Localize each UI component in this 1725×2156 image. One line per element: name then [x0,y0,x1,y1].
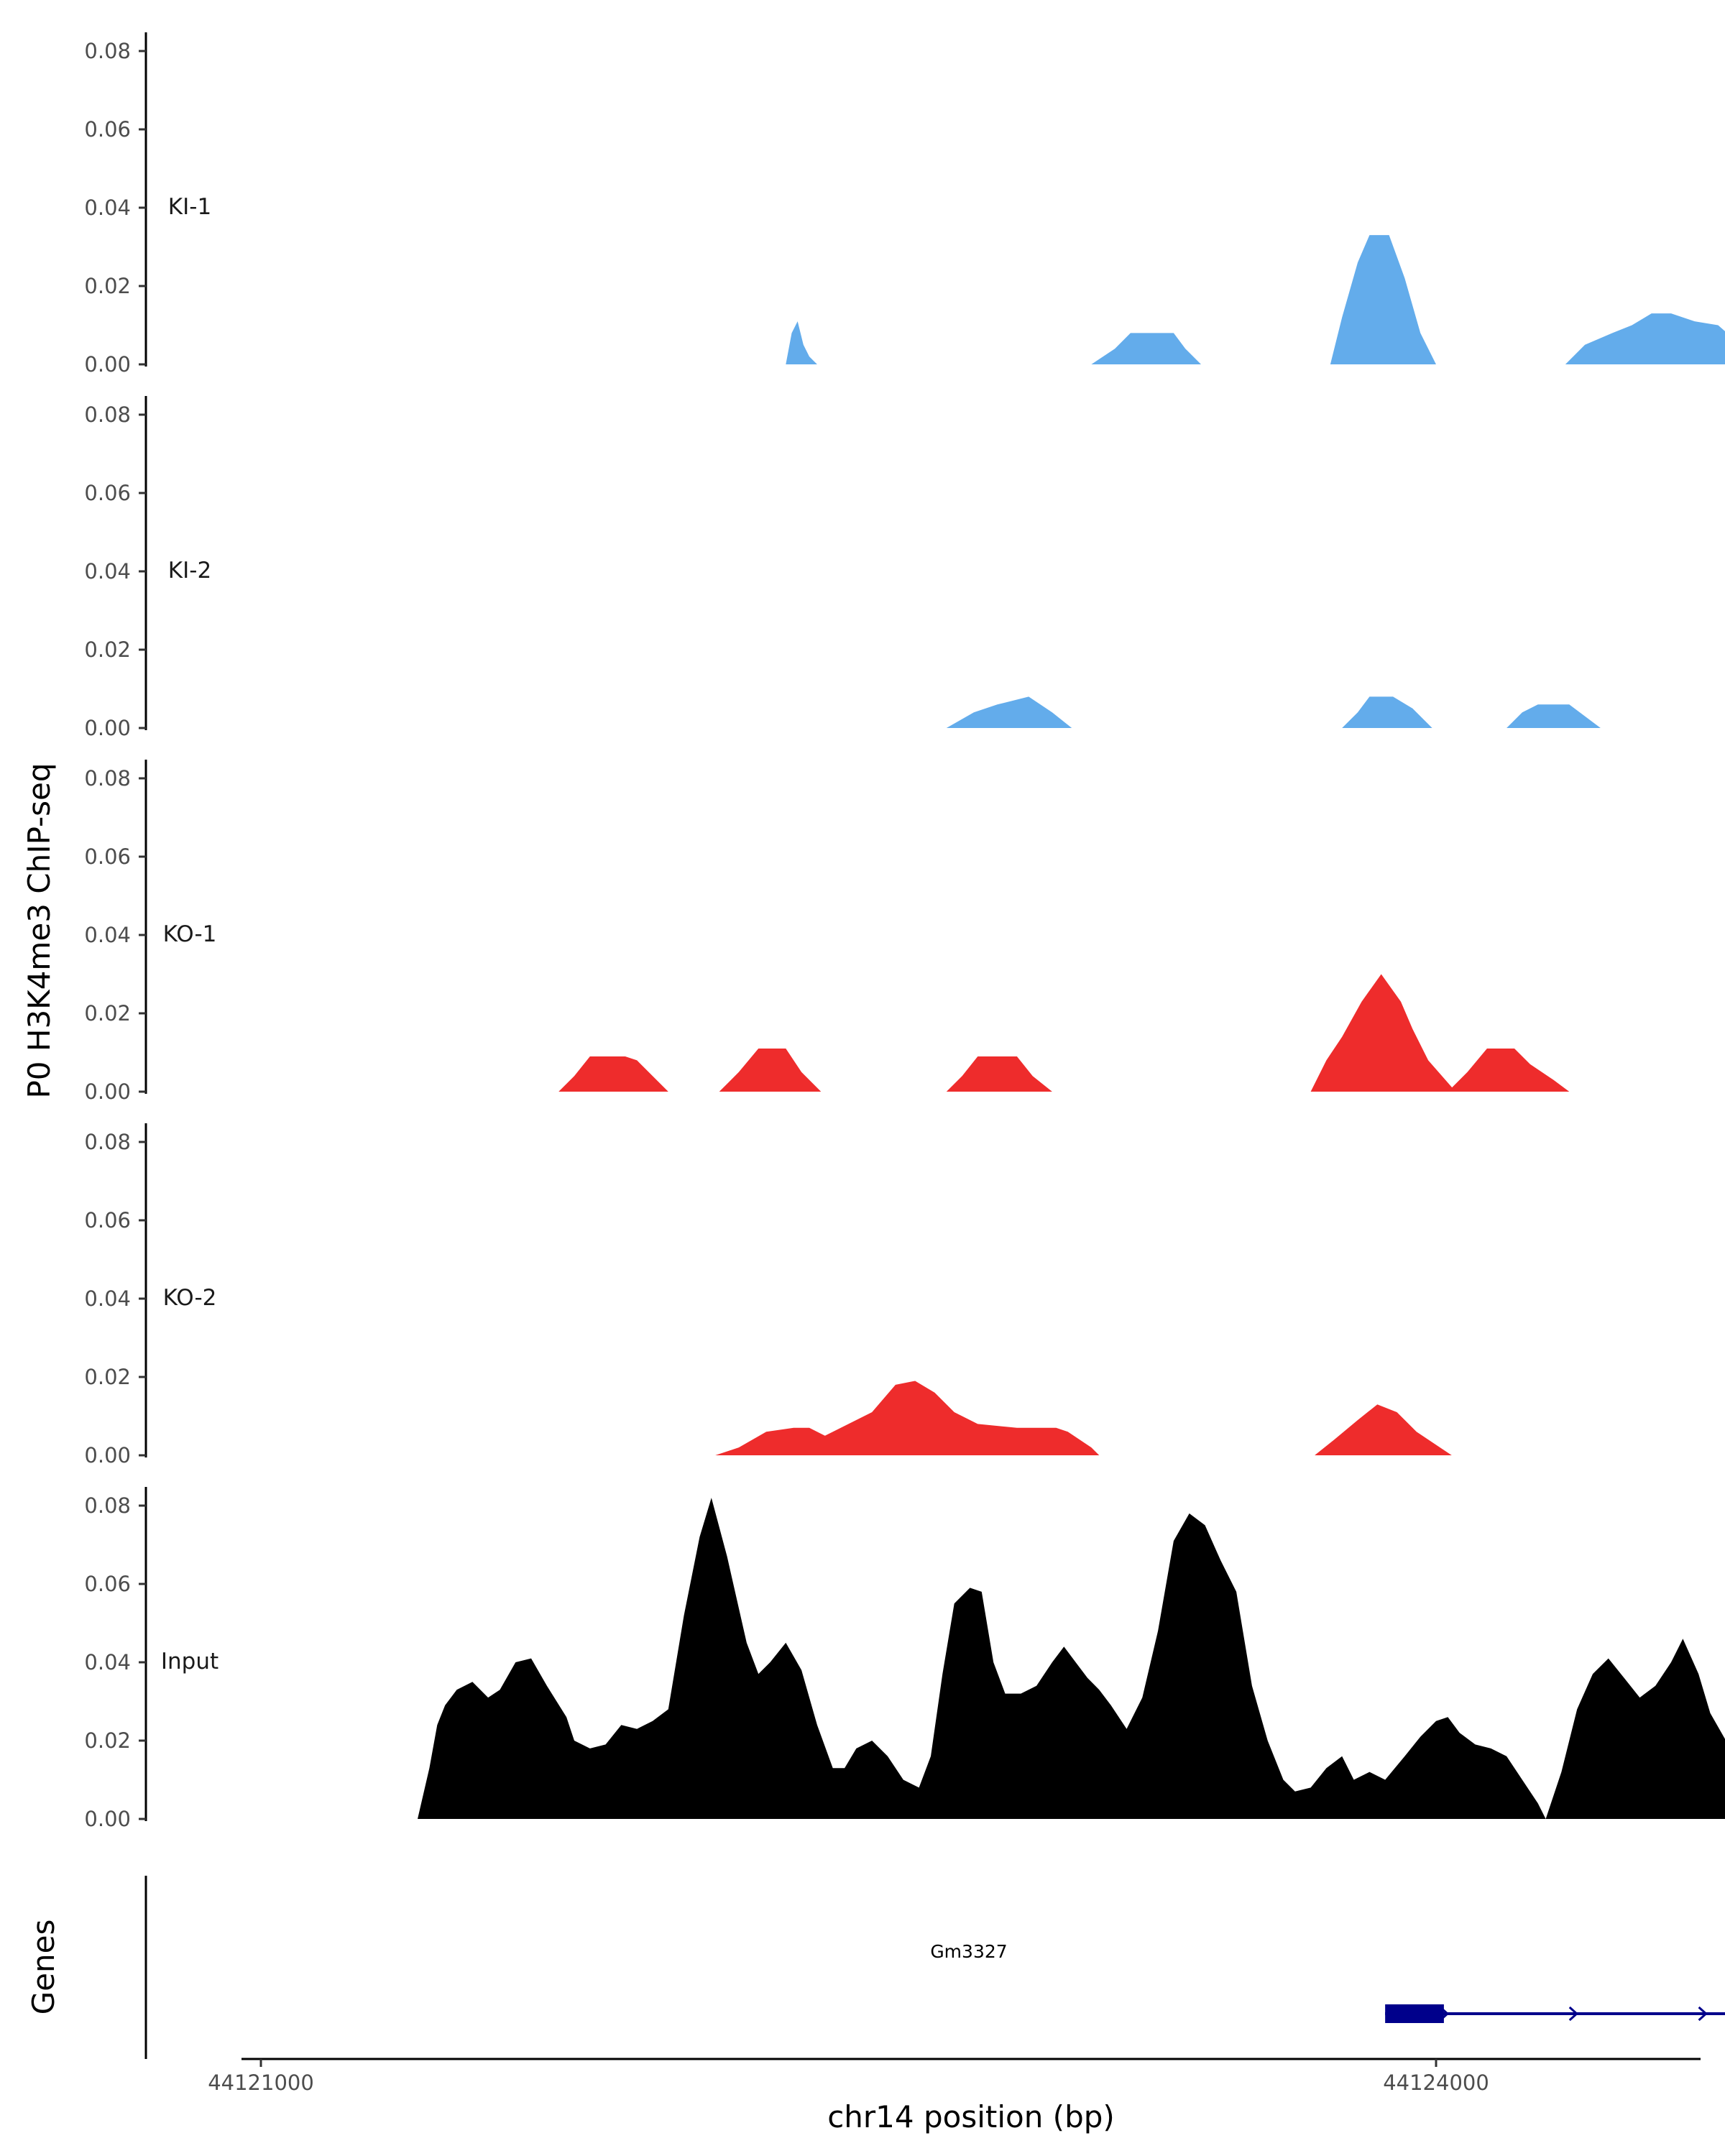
y-tick-label: 0.06 [84,844,131,869]
y-axis-title: P0 H3K4me3 ChIP-seq [22,763,57,1098]
y-tick-label: 0.04 [84,559,131,584]
y-tick-label: 0.00 [84,1807,131,1831]
strand-arrow [1568,2006,1578,2022]
y-tick-label: 0.02 [84,1001,131,1026]
y-tick-label: 0.06 [84,1572,131,1596]
y-tick-label: 0.06 [84,1208,131,1233]
y-tick-label: 0.04 [84,923,131,947]
y-tick-label: 0.04 [84,1650,131,1674]
track-label-ki-1: KI-1 [168,194,211,220]
y-tick-label: 0.00 [84,352,131,377]
x-tick-label: 44121000 [208,2070,314,2095]
y-tick-label: 0.06 [84,117,131,142]
y-tick-label: 0.02 [84,274,131,298]
track-label-input: Input [161,1649,218,1674]
track-label-ko-1: KO-1 [163,921,217,947]
y-axes: 0.00 0.02 0.04 0.06 0.08 0.00 0.02 0.04 0.06 0.08… [84,32,147,1831]
y-tick-label: 0.00 [84,716,131,740]
y-tick-label: 0.08 [84,1130,131,1154]
y-tick-label: 0.08 [84,402,131,427]
signal-tracks: KI-1 KI-2 KO-1 KO-2 Input [161,194,1725,1819]
x-axis: 44121000441240004412700044130000 [208,2058,1701,2095]
gene-track: Genes Gm3327 [26,1876,1725,2059]
gene-track-label: Genes [26,1920,61,2015]
y-tick-label: 0.04 [84,1286,131,1311]
track-label-ki-2: KI-2 [168,558,211,584]
y-tick-label: 0.02 [84,637,131,662]
y-tick-label: 0.06 [84,481,131,505]
y-tick-label: 0.04 [84,195,131,220]
y-tick-label: 0.02 [84,1728,131,1753]
y-tick-label: 0.02 [84,1365,131,1389]
strand-arrow [1698,2006,1708,2022]
x-axis-title: chr14 position (bp) [827,2099,1115,2134]
signal-area-ki-1 [786,235,1725,364]
y-tick-label: 0.00 [84,1079,131,1104]
y-tick-label: 0.08 [84,766,131,791]
gene-name-label: Gm3327 [930,1941,1007,1962]
gene-exon [1385,2004,1444,2023]
track-label-ko-2: KO-2 [163,1285,217,1311]
x-tick-label: 44124000 [1383,2070,1489,2095]
signal-area-ko-2 [715,1381,1725,1455]
signal-area-ki-2 [946,696,1725,728]
signal-area-input [418,1498,1725,1819]
signal-area-ko-1 [558,974,1725,1092]
y-tick-label: 0.00 [84,1443,131,1468]
y-tick-label: 0.08 [84,1493,131,1518]
y-tick-label: 0.08 [84,39,131,63]
